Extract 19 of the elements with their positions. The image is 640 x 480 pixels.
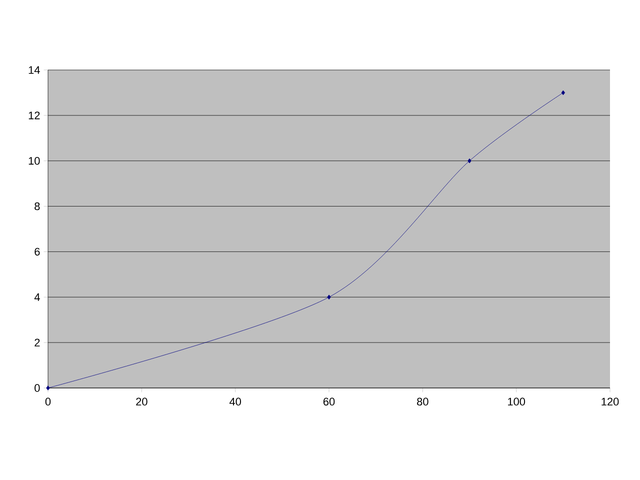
point	[327, 294, 331, 300]
y-tick-label: 14	[28, 66, 40, 74]
x-tick-label: 40	[229, 398, 241, 406]
x-tick-label: 60	[323, 398, 335, 406]
point	[561, 90, 566, 96]
y-tick-label: 8	[34, 202, 40, 210]
x-tick-label: 120	[602, 398, 619, 406]
x-tick-label: 0	[45, 398, 51, 406]
y-tick-label: 4	[34, 293, 40, 301]
y-tick-label: 12	[28, 112, 40, 120]
x-tick-label: 80	[417, 398, 428, 406]
y-tick-label: 2	[34, 338, 40, 346]
y-tick-label: 0	[34, 384, 40, 392]
point	[468, 158, 472, 164]
y-tick-label: 6	[34, 248, 40, 256]
x-tick-label: 100	[508, 398, 526, 406]
x-tick-label: 20	[136, 398, 148, 406]
point	[46, 386, 50, 390]
y-tick-label: 10	[28, 156, 40, 165]
